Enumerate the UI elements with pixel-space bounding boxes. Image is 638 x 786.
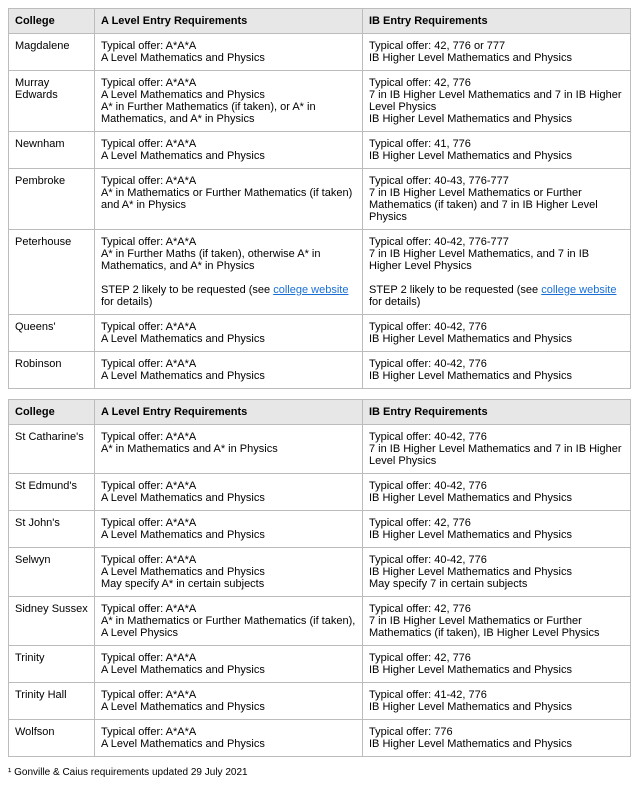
college-cell: St John's: [9, 511, 95, 548]
ib-cell: Typical offer: 42, 7767 in IB Higher Lev…: [363, 597, 631, 646]
ib-cell: Typical offer: 40-42, 7767 in IB Higher …: [363, 425, 631, 474]
alevel-cell: Typical offer: A*A*AA Level Mathematics …: [95, 71, 363, 132]
requirements-table-1: College A Level Entry Requirements IB En…: [8, 8, 631, 389]
college-cell: Queens': [9, 315, 95, 352]
table-row: St John'sTypical offer: A*A*AA Level Mat…: [9, 511, 631, 548]
table-row: St Edmund'sTypical offer: A*A*AA Level M…: [9, 474, 631, 511]
alevel-cell: Typical offer: A*A*AA* in Mathematics an…: [95, 425, 363, 474]
table-row: SelwynTypical offer: A*A*AA Level Mathem…: [9, 548, 631, 597]
ib-cell: Typical offer: 42, 7767 in IB Higher Lev…: [363, 71, 631, 132]
table-row: NewnhamTypical offer: A*A*AA Level Mathe…: [9, 132, 631, 169]
college-cell: Magdalene: [9, 34, 95, 71]
ib-cell: Typical offer: 40-43, 776-7777 in IB Hig…: [363, 169, 631, 230]
college-cell: Pembroke: [9, 169, 95, 230]
alevel-cell: Typical offer: A*A*AA Level Mathematics …: [95, 132, 363, 169]
college-cell: Sidney Sussex: [9, 597, 95, 646]
table-row: PeterhouseTypical offer: A*A*AA* in Furt…: [9, 230, 631, 315]
college-cell: St Edmund's: [9, 474, 95, 511]
alevel-cell: Typical offer: A*A*AA Level Mathematics …: [95, 474, 363, 511]
table-row: TrinityTypical offer: A*A*AA Level Mathe…: [9, 646, 631, 683]
college-cell: Selwyn: [9, 548, 95, 597]
header-ib: IB Entry Requirements: [363, 400, 631, 425]
ib-cell: Typical offer: 40-42, 776IB Higher Level…: [363, 315, 631, 352]
college-cell: Wolfson: [9, 720, 95, 757]
table-row: MagdaleneTypical offer: A*A*AA Level Mat…: [9, 34, 631, 71]
table-row: WolfsonTypical offer: A*A*AA Level Mathe…: [9, 720, 631, 757]
footnote: ¹ Gonville & Caius requirements updated …: [8, 767, 630, 778]
alevel-cell: Typical offer: A*A*AA Level Mathematics …: [95, 646, 363, 683]
college-cell: Newnham: [9, 132, 95, 169]
alevel-cell: Typical offer: A*A*AA Level Mathematics …: [95, 720, 363, 757]
alevel-cell: Typical offer: A*A*AA Level Mathematics …: [95, 352, 363, 389]
alevel-cell: Typical offer: A*A*AA* in Mathematics or…: [95, 597, 363, 646]
header-ib: IB Entry Requirements: [363, 9, 631, 34]
ib-cell: Typical offer: 41, 776IB Higher Level Ma…: [363, 132, 631, 169]
college-cell: Robinson: [9, 352, 95, 389]
college-cell: Trinity Hall: [9, 683, 95, 720]
requirements-table-2: College A Level Entry Requirements IB En…: [8, 399, 631, 757]
college-website-link[interactable]: college website: [541, 284, 616, 296]
header-alevel: A Level Entry Requirements: [95, 9, 363, 34]
college-cell: St Catharine's: [9, 425, 95, 474]
alevel-cell: Typical offer: A*A*AA* in Mathematics or…: [95, 169, 363, 230]
ib-cell: Typical offer: 40-42, 776IB Higher Level…: [363, 352, 631, 389]
alevel-cell: Typical offer: A*A*AA Level Mathematics …: [95, 548, 363, 597]
ib-cell: Typical offer: 42, 776 or 777IB Higher L…: [363, 34, 631, 71]
ib-cell: Typical offer: 42, 776IB Higher Level Ma…: [363, 511, 631, 548]
header-college: College: [9, 9, 95, 34]
alevel-cell: Typical offer: A*A*AA Level Mathematics …: [95, 34, 363, 71]
ib-cell: Typical offer: 41-42, 776IB Higher Level…: [363, 683, 631, 720]
ib-cell: Typical offer: 40-42, 776IB Higher Level…: [363, 474, 631, 511]
alevel-cell: Typical offer: A*A*AA Level Mathematics …: [95, 683, 363, 720]
alevel-cell: Typical offer: A*A*AA* in Further Maths …: [95, 230, 363, 315]
ib-cell: Typical offer: 776IB Higher Level Mathem…: [363, 720, 631, 757]
college-cell: Murray Edwards: [9, 71, 95, 132]
table-row: Queens'Typical offer: A*A*AA Level Mathe…: [9, 315, 631, 352]
header-college: College: [9, 400, 95, 425]
table-row: PembrokeTypical offer: A*A*AA* in Mathem…: [9, 169, 631, 230]
table-row: RobinsonTypical offer: A*A*AA Level Math…: [9, 352, 631, 389]
header-alevel: A Level Entry Requirements: [95, 400, 363, 425]
ib-cell: Typical offer: 40-42, 776IB Higher Level…: [363, 548, 631, 597]
alevel-cell: Typical offer: A*A*AA Level Mathematics …: [95, 315, 363, 352]
ib-cell: Typical offer: 42, 776IB Higher Level Ma…: [363, 646, 631, 683]
ib-cell: Typical offer: 40-42, 776-7777 in IB Hig…: [363, 230, 631, 315]
table-row: St Catharine'sTypical offer: A*A*AA* in …: [9, 425, 631, 474]
college-website-link[interactable]: college website: [273, 284, 348, 296]
alevel-cell: Typical offer: A*A*AA Level Mathematics …: [95, 511, 363, 548]
college-cell: Trinity: [9, 646, 95, 683]
table-row: Sidney SussexTypical offer: A*A*AA* in M…: [9, 597, 631, 646]
table-row: Trinity HallTypical offer: A*A*AA Level …: [9, 683, 631, 720]
table-row: Murray EdwardsTypical offer: A*A*AA Leve…: [9, 71, 631, 132]
college-cell: Peterhouse: [9, 230, 95, 315]
